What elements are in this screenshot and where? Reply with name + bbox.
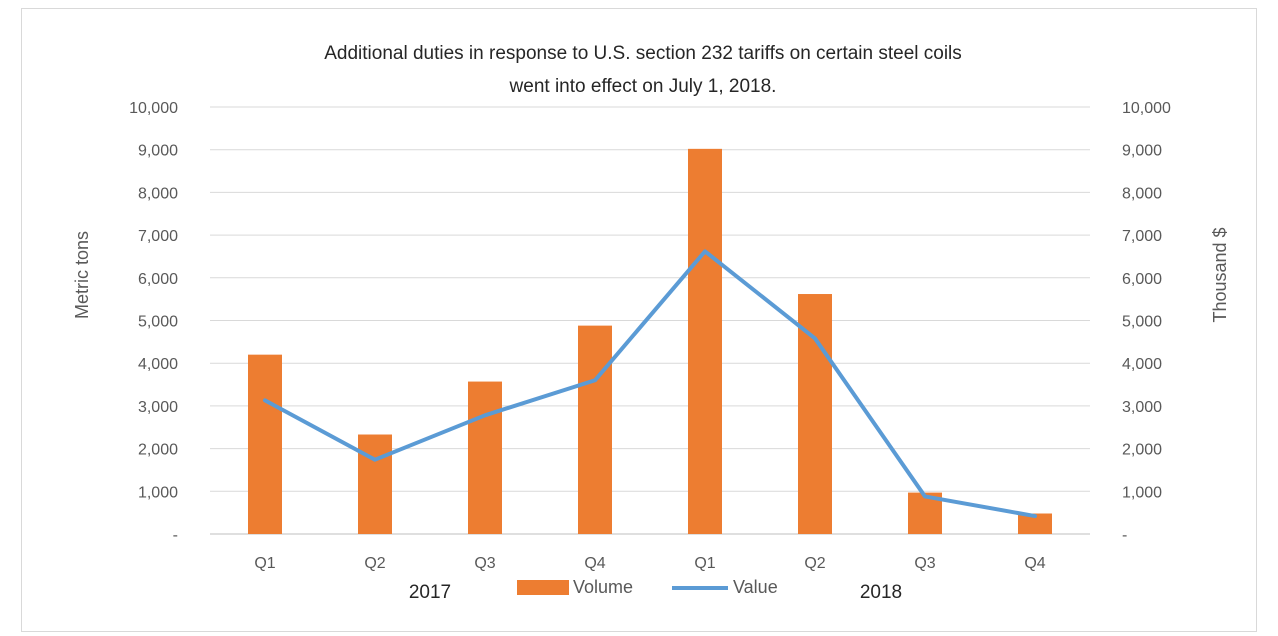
y-tick-label-left: 9,000	[138, 143, 178, 160]
y-tick-label-right: 3,000	[1122, 399, 1162, 416]
y-tick-label-right: 9,000	[1122, 143, 1162, 160]
line-value	[263, 249, 1037, 519]
y-tick-label-right: 5,000	[1122, 314, 1162, 331]
y-tick-label-right: 6,000	[1122, 271, 1162, 288]
y-tick-label-left: -	[173, 527, 178, 544]
y-axis-label-right: Thousand $	[1210, 227, 1230, 322]
legend-label-volume: Volume	[573, 577, 633, 597]
y-tick-label-left: 10,000	[129, 100, 178, 117]
x-tick-label: Q4	[1024, 555, 1045, 572]
y-tick-label-right: 8,000	[1122, 185, 1162, 202]
bar-volume	[578, 325, 612, 534]
y-tick-label-left: 3,000	[138, 399, 178, 416]
y-tick-label-left: 7,000	[138, 228, 178, 245]
y-tick-label-right: 2,000	[1122, 442, 1162, 459]
bar-volume	[358, 434, 392, 534]
x-tick-label: Q4	[584, 555, 605, 572]
y-tick-label-left: 1,000	[138, 484, 178, 501]
bar-volume	[248, 354, 282, 534]
y-tick-label-right: 1,000	[1122, 484, 1162, 501]
x-tick-label: Q3	[474, 555, 495, 572]
legend-label-value: Value	[733, 577, 778, 597]
y-tick-label-right: 7,000	[1122, 228, 1162, 245]
legend-swatch-volume	[517, 580, 569, 595]
y-axis-label-left: Metric tons	[72, 231, 92, 319]
y-tick-label-right: 4,000	[1122, 356, 1162, 373]
x-tick-label: Q3	[914, 555, 935, 572]
y-tick-label-left: 5,000	[138, 314, 178, 331]
x-tick-label: Q1	[694, 555, 715, 572]
bar-volume	[798, 294, 832, 534]
x-tick-label: Q2	[804, 555, 825, 572]
bar-volume	[468, 381, 502, 534]
y-tick-label-left: 4,000	[138, 356, 178, 373]
x-group-label: 2018	[860, 582, 902, 603]
chart-subtitle: went into effect on July 1, 2018.	[509, 76, 777, 97]
bar-volume	[688, 148, 722, 534]
y-tick-label-left: 8,000	[138, 185, 178, 202]
y-tick-label-right: 10,000	[1122, 100, 1171, 117]
y-tick-label-left: 2,000	[138, 442, 178, 459]
y-tick-label-right: -	[1122, 527, 1127, 544]
x-tick-label: Q2	[364, 555, 385, 572]
chart-title: Additional duties in response to U.S. se…	[324, 43, 962, 64]
bar-volume	[1018, 513, 1052, 534]
y-tick-label-left: 6,000	[138, 271, 178, 288]
x-group-label: 2017	[409, 582, 451, 603]
x-tick-label: Q1	[254, 555, 275, 572]
